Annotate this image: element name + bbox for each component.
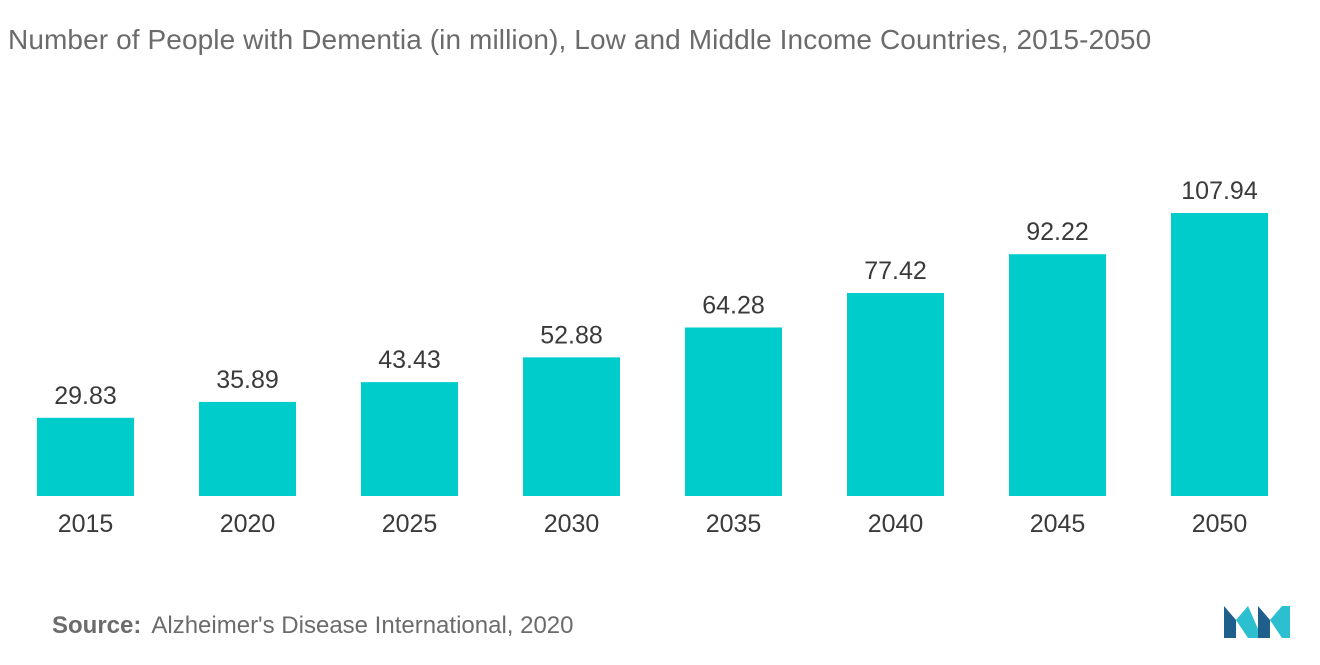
category-label-2040: 2040	[868, 510, 924, 538]
category-label-2050: 2050	[1192, 510, 1248, 538]
bar-2030	[523, 357, 620, 496]
value-label-2045: 92.22	[1026, 218, 1089, 246]
category-label-2030: 2030	[544, 510, 600, 538]
company-logo-icon	[1224, 606, 1290, 638]
category-labels-layer: 2015 2020 2025 2030 2035 2040 2045 2050	[58, 510, 1248, 538]
value-label-2015: 29.83	[54, 382, 117, 410]
value-label-2030: 52.88	[540, 321, 603, 349]
bar-2040	[847, 293, 944, 496]
value-label-2020: 35.89	[216, 366, 279, 394]
bar-2050	[1171, 213, 1268, 496]
bars-layer	[37, 213, 1268, 496]
chart-title: Number of People with Dementia (in milli…	[8, 24, 1152, 55]
value-label-2025: 43.43	[378, 346, 441, 374]
bar-2035	[685, 327, 782, 496]
bar-chart: 29.83 35.89 43.43 52.88 64.28 77.42 92.22 107.9…	[37, 177, 1268, 538]
category-label-2015: 2015	[58, 510, 114, 538]
category-label-2035: 2035	[706, 510, 762, 538]
bar-2025	[361, 382, 458, 496]
source-note: Source: Alzheimer's Disease International…	[52, 612, 574, 640]
bar-2015	[37, 417, 134, 496]
value-label-2040: 77.42	[864, 257, 927, 285]
source-label: Source:	[52, 612, 142, 639]
category-label-2045: 2045	[1030, 510, 1086, 538]
bar-2020	[199, 401, 296, 496]
category-label-2020: 2020	[220, 510, 276, 538]
category-label-2025: 2025	[382, 510, 438, 538]
value-label-2050: 107.94	[1181, 177, 1258, 205]
value-label-2035: 64.28	[702, 291, 765, 319]
source-text: Alzheimer's Disease International, 2020	[151, 612, 574, 639]
value-labels-layer: 29.83 35.89 43.43 52.88 64.28 77.42 92.22 107.9…	[54, 177, 1258, 410]
bar-2045	[1009, 254, 1106, 496]
